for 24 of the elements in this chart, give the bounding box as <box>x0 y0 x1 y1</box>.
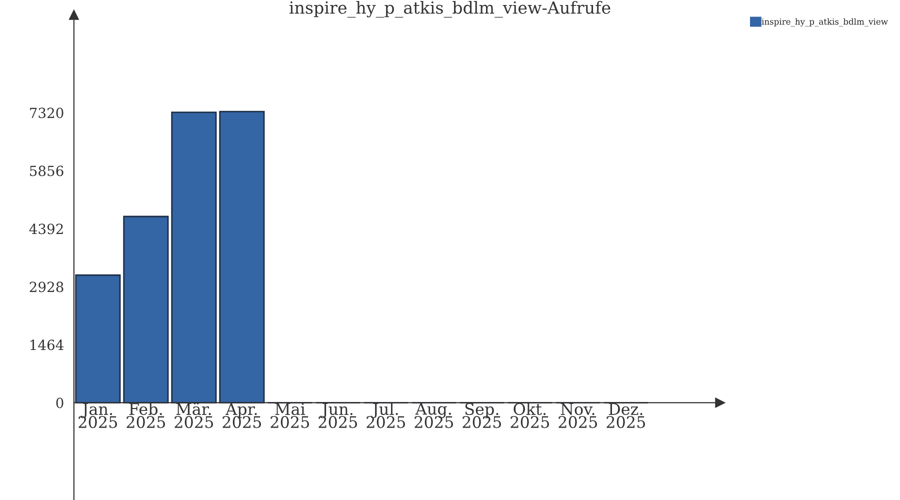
legend-label: inspire_hy_p_atkis_bdlm_view <box>762 18 888 27</box>
chart-title: inspire_hy_p_atkis_bdlm_view-Aufrufe <box>289 1 610 18</box>
x-tick-label: Aug. 2025 <box>414 402 454 428</box>
x-tick-label: Sep. 2025 <box>462 402 502 428</box>
y-tick-label: 1464 <box>30 340 64 350</box>
bar <box>219 110 265 404</box>
x-tick-label: Okt. 2025 <box>510 402 550 428</box>
x-tick-label: Jun. 2025 <box>318 403 358 428</box>
x-tick-label: Mär. 2025 <box>174 402 214 428</box>
bar <box>123 216 169 404</box>
x-tick-label: Jul. 2025 <box>366 402 406 428</box>
bar <box>75 274 121 404</box>
x-tick-label: Mai 2025 <box>270 403 310 428</box>
x-tick-label: Jan. 2025 <box>78 403 118 428</box>
x-tick-label: Apr. 2025 <box>222 403 262 428</box>
x-tick-label: Dez. 2025 <box>606 403 646 428</box>
x-tick-label: Feb. 2025 <box>126 402 166 428</box>
y-tick-label: 2928 <box>30 282 64 292</box>
y-tick-label: 4392 <box>29 224 63 234</box>
bar <box>171 112 217 404</box>
y-tick-label: 7320 <box>30 108 64 118</box>
x-tick-label: Nov. 2025 <box>558 403 598 428</box>
y-tick-label: 0 <box>56 398 64 408</box>
y-tick-label: 5856 <box>30 166 64 176</box>
